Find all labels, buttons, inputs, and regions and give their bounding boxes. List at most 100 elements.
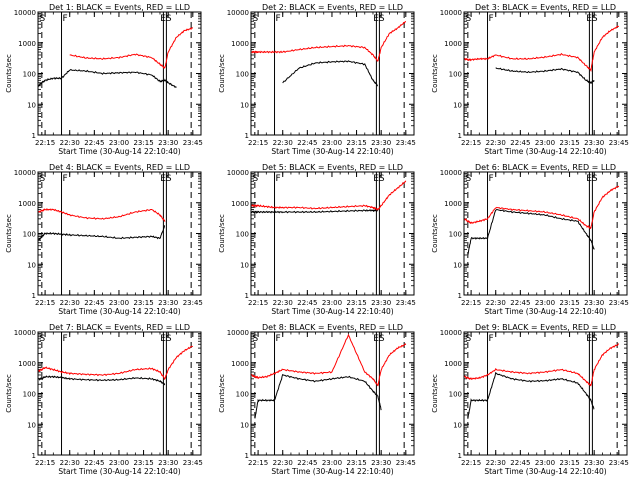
x-tick-label: 22:30 xyxy=(60,139,80,147)
marker-label-f: F xyxy=(489,14,494,24)
x-tick-label: 23:30 xyxy=(371,139,391,147)
x-tick-label: 23:45 xyxy=(609,459,629,467)
y-axis-label: Counts/sec xyxy=(431,214,439,253)
y-tick-label: 10 xyxy=(27,101,36,109)
x-tick-label: 23:00 xyxy=(109,459,129,467)
series-events xyxy=(251,208,379,214)
y-axis-label: Counts/sec xyxy=(5,214,13,253)
x-tick-label: 23:15 xyxy=(559,299,579,307)
panel-det-7: Det 7: BLACK = Events, RED = LLD 1 10 100 10… xyxy=(5,323,203,476)
marker-label-s: S xyxy=(253,14,259,24)
x-tick-label: 23:45 xyxy=(396,299,416,307)
y-tick-label: 10000 xyxy=(440,9,462,17)
panel-det-8: Det 8: BLACK = Events, RED = LLD 1 10 100 10… xyxy=(218,323,416,476)
x-tick-label: 23:45 xyxy=(183,459,203,467)
x-axis-label: Start Time (30-Aug-14 22:10:40) xyxy=(484,467,606,476)
x-tick-label: 22:15 xyxy=(461,139,481,147)
panel-det-4: Det 4: BLACK = Events, RED = LLD 1 10 100 10… xyxy=(5,163,203,316)
y-tick-label: 100 xyxy=(449,231,462,239)
x-axis-label: Start Time (30-Aug-14 22:10:40) xyxy=(271,467,393,476)
panel-det-1: Det 1: BLACK = Events, RED = LLD 1 10 100 10… xyxy=(5,3,203,156)
x-tick-label: 22:45 xyxy=(84,139,104,147)
marker-label-f: F xyxy=(489,174,494,184)
x-tick-label: 23:15 xyxy=(559,459,579,467)
marker-label-es: ES xyxy=(586,334,598,344)
panel-det-9: Det 9: BLACK = Events, RED = LLD 1 10 100 10… xyxy=(431,323,629,476)
plot-frame xyxy=(250,171,415,296)
series-events xyxy=(495,67,595,84)
x-tick-label: 23:30 xyxy=(158,299,178,307)
x-tick-label: 23:15 xyxy=(133,139,153,147)
x-tick-label: 22:45 xyxy=(297,139,317,147)
x-tick-label: 23:30 xyxy=(371,299,391,307)
x-tick-label: 22:45 xyxy=(297,459,317,467)
x-tick-label: 23:45 xyxy=(183,299,203,307)
x-axis-label: Start Time (30-Aug-14 22:10:40) xyxy=(484,147,606,156)
x-tick-label: 23:15 xyxy=(346,459,366,467)
x-tick-label: 23:30 xyxy=(584,299,604,307)
x-tick-label: 22:30 xyxy=(60,299,80,307)
x-tick-label: 22:45 xyxy=(510,139,530,147)
panel-title: Det 7: BLACK = Events, RED = LLD xyxy=(49,323,190,332)
series-lld xyxy=(251,333,407,387)
marker-label-s: S xyxy=(40,174,46,184)
x-axis-label: Start Time (30-Aug-14 22:10:40) xyxy=(58,307,180,316)
y-tick-label: 1 xyxy=(458,132,462,140)
x-axis-label: Start Time (30-Aug-14 22:10:40) xyxy=(58,147,180,156)
series-lld xyxy=(38,208,166,222)
y-axis-label: Counts/sec xyxy=(218,54,226,93)
panel-title: Det 4: BLACK = Events, RED = LLD xyxy=(49,163,190,172)
y-tick-label: 1000 xyxy=(18,360,36,368)
y-tick-label: 1 xyxy=(32,292,36,300)
x-tick-label: 23:00 xyxy=(109,139,129,147)
marker-label-es: ES xyxy=(160,334,172,344)
marker-label-f: F xyxy=(276,174,281,184)
y-axis-label: Counts/sec xyxy=(431,374,439,413)
panel-det-2: Det 2: BLACK = Events, RED = LLD 1 10 100 10… xyxy=(218,3,416,156)
marker-label-es: ES xyxy=(586,174,598,184)
series-events xyxy=(467,371,595,419)
marker-label-es: ES xyxy=(160,14,172,24)
marker-label-f: F xyxy=(63,14,68,24)
y-tick-label: 1000 xyxy=(231,360,249,368)
x-tick-label: 22:15 xyxy=(248,139,268,147)
y-tick-label: 1 xyxy=(458,452,462,460)
plot-frame xyxy=(463,11,628,136)
x-tick-label: 23:45 xyxy=(609,139,629,147)
x-tick-label: 22:30 xyxy=(486,139,506,147)
panel-det-5: Det 5: BLACK = Events, RED = LLD 1 10 100 10… xyxy=(218,163,416,316)
y-tick-label: 10000 xyxy=(227,9,249,17)
y-tick-label: 1000 xyxy=(18,40,36,48)
x-tick-label: 22:15 xyxy=(35,299,55,307)
y-axis-label: Counts/sec xyxy=(5,374,13,413)
x-tick-label: 23:15 xyxy=(346,139,366,147)
series-lld xyxy=(464,185,620,230)
y-tick-label: 1000 xyxy=(231,40,249,48)
x-tick-label: 22:15 xyxy=(461,299,481,307)
x-tick-label: 23:15 xyxy=(133,299,153,307)
x-tick-label: 23:00 xyxy=(535,139,555,147)
marker-label-f: F xyxy=(63,334,68,344)
x-tick-label: 22:30 xyxy=(273,459,293,467)
marker-label-s: S xyxy=(466,14,472,24)
marker-label-f: F xyxy=(489,334,494,344)
x-tick-label: 22:15 xyxy=(461,459,481,467)
x-tick-label: 23:45 xyxy=(396,459,416,467)
x-tick-label: 22:15 xyxy=(35,459,55,467)
y-tick-label: 10000 xyxy=(14,169,36,177)
y-tick-label: 100 xyxy=(236,71,249,79)
x-tick-label: 23:00 xyxy=(322,459,342,467)
y-axis-label: Counts/sec xyxy=(431,54,439,93)
x-tick-label: 22:15 xyxy=(35,139,55,147)
y-tick-label: 10000 xyxy=(227,329,249,337)
x-tick-label: 22:30 xyxy=(273,139,293,147)
y-tick-label: 1000 xyxy=(444,200,462,208)
x-tick-label: 22:45 xyxy=(297,299,317,307)
x-tick-label: 22:45 xyxy=(84,459,104,467)
marker-label-s: S xyxy=(253,334,259,344)
panel-title: Det 5: BLACK = Events, RED = LLD xyxy=(262,163,403,172)
x-tick-label: 22:45 xyxy=(510,299,530,307)
series-events xyxy=(38,68,177,88)
x-tick-label: 23:30 xyxy=(584,459,604,467)
marker-label-s: S xyxy=(466,174,472,184)
